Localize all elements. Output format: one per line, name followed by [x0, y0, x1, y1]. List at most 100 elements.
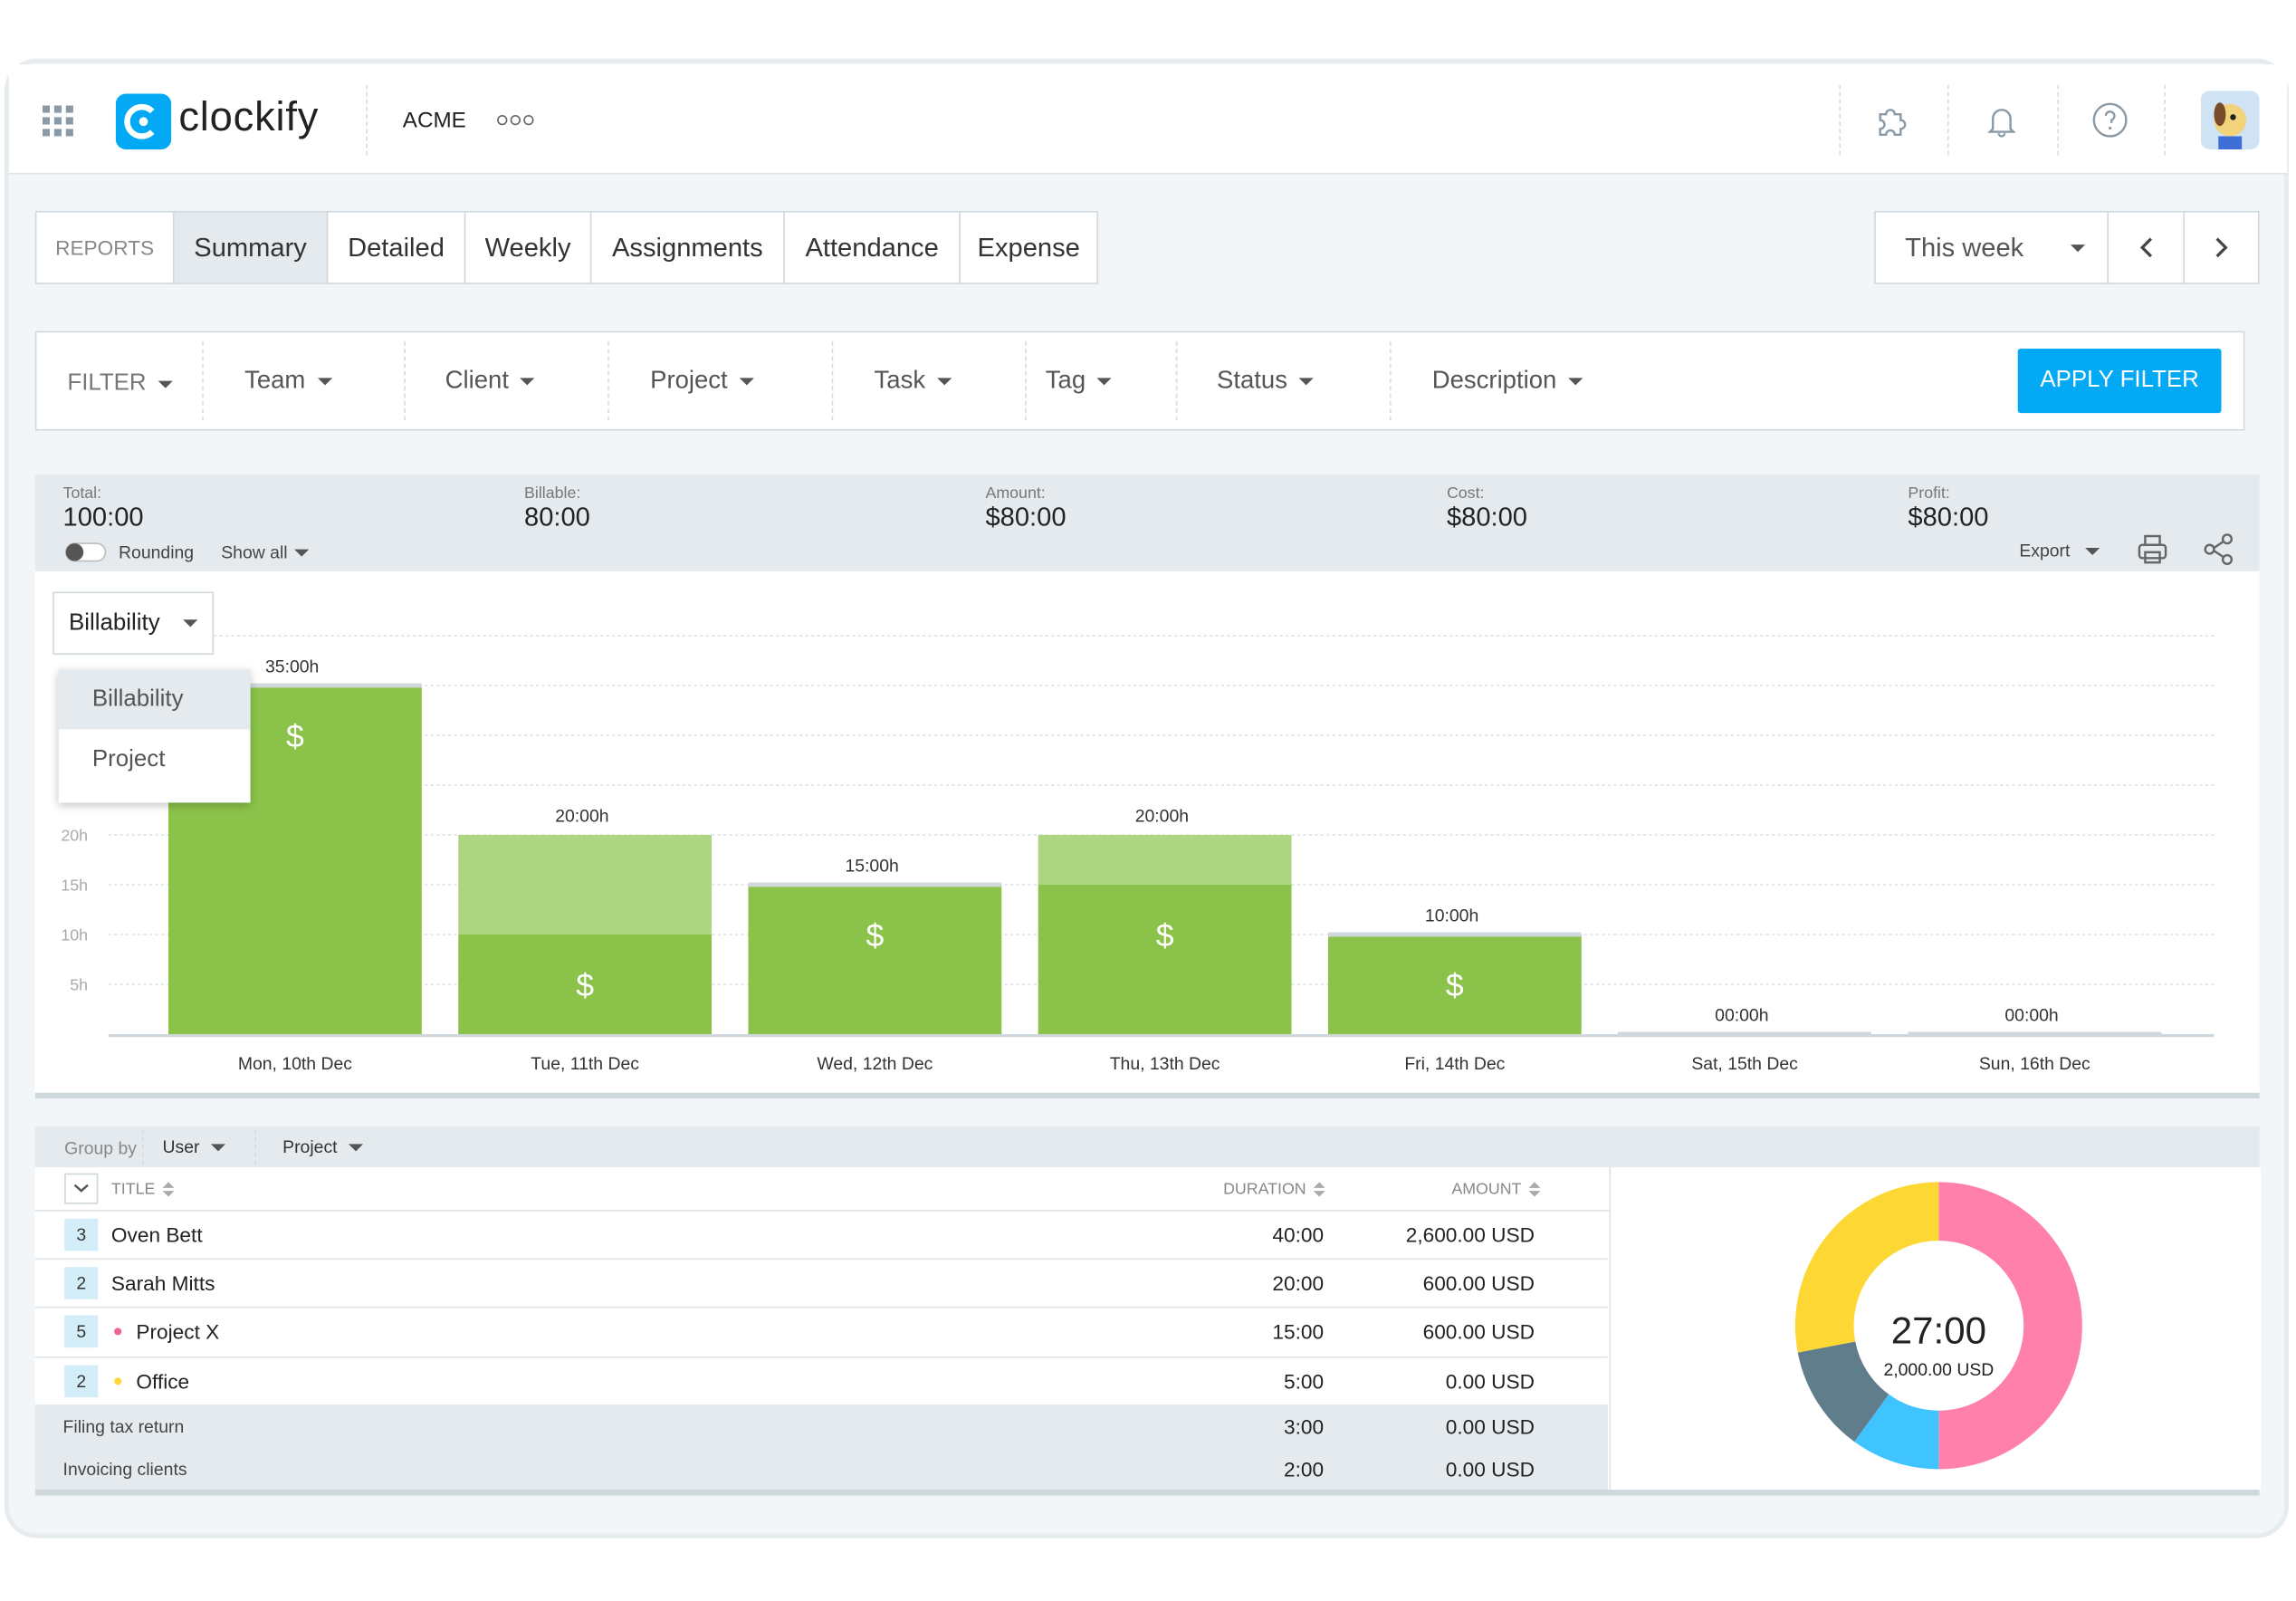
export[interactable]: Export: [2019, 540, 2100, 561]
project-dot: [114, 1328, 122, 1336]
filter-dropdown[interactable]: Client: [445, 332, 536, 429]
group-option: Project: [282, 1136, 338, 1157]
tab[interactable]: Summary: [174, 212, 329, 283]
group-select[interactable]: Project: [282, 1136, 364, 1157]
row-amount: 2,600.00 USD: [1405, 1222, 1535, 1246]
menu-option[interactable]: Project: [91, 746, 166, 772]
more-icon[interactable]: [496, 113, 534, 128]
filter-label[interactable]: FILTER: [67, 335, 173, 432]
group-option: User: [162, 1136, 200, 1157]
filter-dropdown[interactable]: Project: [650, 332, 754, 429]
filter-dropdown[interactable]: Status: [1217, 332, 1315, 429]
filter-dropdown[interactable]: Team: [244, 332, 332, 429]
bar-value-label: 00:00h: [2004, 1005, 2058, 1025]
total-value: $80:00: [985, 502, 1067, 532]
billable-symbol: $: [1156, 917, 1174, 954]
donut-chart: 27:00 2,000.00 USD: [1794, 1182, 2082, 1470]
donut-slice: [1938, 1182, 2082, 1470]
tab[interactable]: Assignments: [591, 212, 785, 283]
workspace[interactable]: ACME: [402, 108, 466, 134]
chart-type-menu: Billability Project: [58, 669, 251, 803]
row-duration: 3:00: [1284, 1414, 1325, 1438]
y-tick-label: 15h: [61, 876, 88, 894]
bar-value-label: 20:00h: [555, 806, 608, 826]
table-row: Invoicing clients 2:00 0.00 USD: [34, 1447, 1608, 1491]
column-header[interactable]: AMOUNT: [1451, 1181, 1542, 1199]
bar-segment: [1618, 1031, 1871, 1037]
filter-dropdown[interactable]: Task: [875, 332, 952, 429]
filter-dropdown[interactable]: Description: [1432, 332, 1583, 429]
menu-option[interactable]: Billability: [58, 669, 251, 730]
range-select[interactable]: This week: [1876, 212, 2109, 283]
tabs-label: REPORTS: [36, 212, 175, 283]
total-value: $80:00: [1908, 502, 1989, 532]
bar-segment: [1327, 932, 1582, 937]
tab[interactable]: Expense: [977, 232, 1080, 262]
integrations-icon[interactable]: [1874, 102, 1909, 138]
y-tick-label: 20h: [61, 826, 88, 844]
tab[interactable]: Detailed: [328, 212, 466, 283]
project-dot: [114, 1376, 122, 1385]
logo-icon[interactable]: [115, 93, 172, 149]
filter-text: Project: [650, 366, 728, 395]
group-by-bar: Group by User Project: [34, 1126, 2260, 1168]
row-duration: 2:00: [1284, 1456, 1325, 1481]
x-tick-label: Sat, 15th Dec: [1691, 1054, 1798, 1074]
bar-segment: [1038, 885, 1292, 1035]
top-bar: [8, 64, 2288, 175]
avatar[interactable]: [2200, 91, 2260, 149]
summary-table: TITLE DURATION AMOUNT 3 Oven Bett 40:00 2,600.…: [34, 1167, 1610, 1491]
notifications-icon[interactable]: [1985, 102, 2020, 138]
column-header[interactable]: TITLE: [111, 1181, 176, 1199]
next-button[interactable]: [2185, 213, 2258, 283]
table-row: 3 Oven Bett 40:00 2,600.00 USD: [34, 1210, 1608, 1261]
export-label: Export: [2019, 540, 2071, 561]
row-amount: 0.00 USD: [1445, 1368, 1535, 1393]
apply-filter-button[interactable]: APPLY FILTER: [2017, 348, 2222, 414]
row-duration: 5:00: [1284, 1368, 1325, 1393]
show-all[interactable]: Show all: [221, 542, 310, 562]
tab[interactable]: Attendance: [785, 212, 961, 283]
totals-bar: Rounding Show all Export Total: 100:00 Bil…: [34, 475, 2260, 571]
x-tick-label: Sun, 16th Dec: [1979, 1054, 2090, 1074]
billable-symbol: $: [576, 967, 594, 1003]
column-header[interactable]: DURATION: [1223, 1181, 1326, 1199]
bar-value-label: 15:00h: [845, 856, 898, 876]
donut-slice: [1854, 1394, 1939, 1470]
row-amount: 600.00 USD: [1422, 1319, 1535, 1344]
prev-button[interactable]: [2109, 212, 2186, 283]
tab[interactable]: Weekly: [465, 212, 592, 283]
help-icon[interactable]: [2092, 102, 2128, 138]
share-icon[interactable]: [2202, 533, 2234, 566]
total-label: Total:: [62, 484, 102, 503]
filter-dropdown[interactable]: Tag: [1046, 332, 1113, 429]
billable-symbol: $: [286, 718, 304, 754]
billable-symbol: $: [1446, 967, 1464, 1003]
column-title: TITLE: [110, 1180, 156, 1199]
row-title: Invoicing clients: [62, 1458, 187, 1479]
show-all-label: Show all: [221, 542, 288, 563]
print-icon[interactable]: [2137, 533, 2169, 566]
bar-value-label: 10:00h: [1425, 906, 1478, 925]
column-title: AMOUNT: [1451, 1180, 1522, 1199]
y-tick-label: 5h: [70, 975, 88, 993]
apps-icon[interactable]: [42, 105, 75, 138]
group-by-label: Group by: [64, 1137, 137, 1159]
filter-text: Team: [244, 366, 306, 395]
total-label: Amount:: [985, 484, 1046, 503]
row-title: Office: [136, 1368, 190, 1393]
total-label: Cost:: [1446, 484, 1485, 503]
row-title: Project X: [136, 1319, 220, 1344]
table-header: TITLE DURATION AMOUNT: [34, 1167, 1610, 1212]
rounding-label: Rounding: [119, 542, 195, 563]
row-title: Filing tax return: [62, 1415, 185, 1437]
bar-segment: [458, 935, 713, 1035]
chart-type-select[interactable]: Billability: [53, 591, 215, 656]
rounding-toggle[interactable]: [64, 542, 109, 562]
expand-toggle[interactable]: [64, 1173, 99, 1204]
bar-segment: [458, 835, 713, 935]
group-select[interactable]: User: [163, 1136, 226, 1157]
